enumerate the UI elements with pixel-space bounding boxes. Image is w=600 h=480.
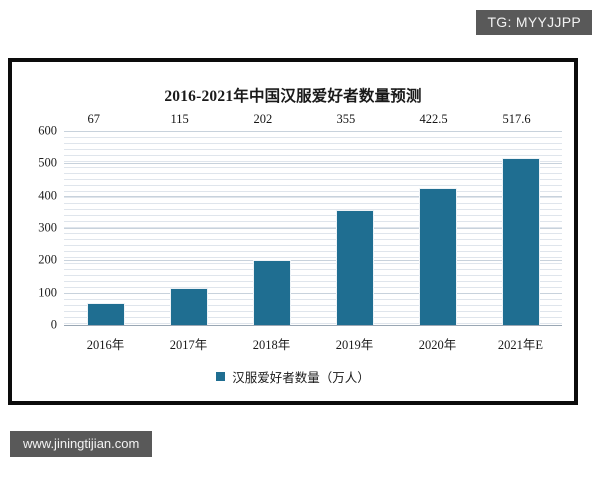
bar-value-label: 355 xyxy=(336,112,356,126)
bar-value-label: 422.5 xyxy=(419,112,448,126)
gridline xyxy=(64,195,562,197)
x-axis-category-label: 2019年 xyxy=(335,338,374,352)
bar[interactable]: 355 xyxy=(335,112,374,325)
bar[interactable]: 115 xyxy=(169,112,208,325)
chart-card: 2016-2021年中国汉服爱好者数量预测 0 100 200 300 400 500 60… xyxy=(8,58,578,405)
y-axis-tick-label: 0 xyxy=(50,317,57,332)
bar-value-label: 115 xyxy=(170,112,189,126)
gridline xyxy=(64,292,562,294)
bar[interactable]: 517.6 xyxy=(501,112,540,325)
legend-label: 汉服爱好者数量（万人） xyxy=(232,371,370,385)
x-axis-category-label: 2020年 xyxy=(418,338,457,352)
y-axis-tick-label: 600 xyxy=(38,123,57,138)
gridline xyxy=(64,260,562,262)
site-watermark: www.jiningtijian.com xyxy=(10,431,153,457)
bar[interactable]: 422.5 xyxy=(418,112,457,325)
x-axis-category-label: 2018年 xyxy=(252,338,291,352)
bar[interactable]: 67 xyxy=(86,112,125,325)
legend-swatch-icon xyxy=(216,372,226,381)
y-axis-tick-label: 200 xyxy=(38,252,57,267)
x-axis-line xyxy=(64,325,562,326)
bar-group: 422.5 xyxy=(418,112,457,325)
bar-value-label: 202 xyxy=(253,112,273,126)
bar-group: 517.6 xyxy=(501,112,540,325)
bar-group: 115 xyxy=(169,112,208,325)
plot-area: 0 100 200 300 400 500 600 67 115 202 355 422.5 517.6 xyxy=(38,112,562,332)
x-axis-category-label: 2017年 xyxy=(169,338,208,352)
y-axis-tick-label: 400 xyxy=(38,188,57,203)
x-axis-category-label: 2021年E xyxy=(497,338,544,352)
bar[interactable]: 202 xyxy=(252,112,291,325)
tg-badge: TG: MYYJJPP xyxy=(476,10,592,35)
bar-group: 355 xyxy=(335,112,374,325)
bar-group: 202 xyxy=(252,112,291,325)
bar-value-label: 517.6 xyxy=(502,112,531,126)
y-axis-tick-label: 500 xyxy=(38,155,57,170)
y-axis-tick-label: 100 xyxy=(38,285,57,300)
gridline xyxy=(64,131,562,132)
bar-group: 67 xyxy=(86,112,125,325)
chart-title: 2016-2021年中国汉服爱好者数量预测 xyxy=(164,88,422,105)
gridline xyxy=(64,228,562,229)
chart-inner: 2016-2021年中国汉服爱好者数量预测 0 100 200 300 400 500 60… xyxy=(12,62,574,401)
y-axis-tick-label: 300 xyxy=(38,220,57,235)
chart-legend: 汉服爱好者数量（万人） xyxy=(12,367,574,386)
bar-value-label: 67 xyxy=(87,112,101,126)
gridline xyxy=(64,163,562,165)
x-axis-category-label: 2016年 xyxy=(86,338,125,352)
